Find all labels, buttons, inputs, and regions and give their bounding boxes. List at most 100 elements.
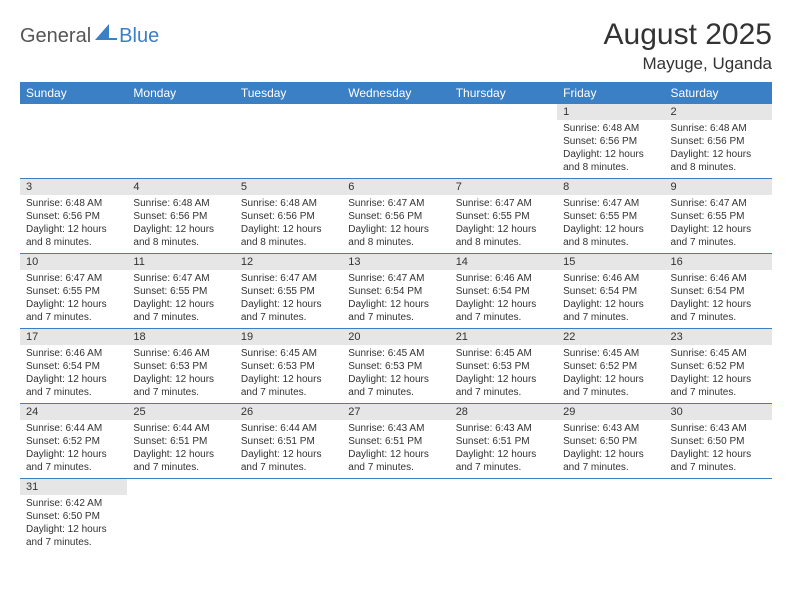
day-sunrise: Sunrise: 6:44 AM — [241, 422, 336, 435]
day-daylight2: and 7 minutes. — [671, 236, 766, 249]
calendar-cell: 31Sunrise: 6:42 AMSunset: 6:50 PMDayligh… — [20, 479, 127, 554]
weekday-header: Wednesday — [342, 82, 449, 104]
day-content: Sunrise: 6:47 AMSunset: 6:55 PMDaylight:… — [20, 270, 127, 328]
calendar-row: 1Sunrise: 6:48 AMSunset: 6:56 PMDaylight… — [20, 104, 772, 179]
day-sunset: Sunset: 6:51 PM — [348, 435, 443, 448]
day-daylight2: and 7 minutes. — [133, 461, 228, 474]
calendar-cell: 23Sunrise: 6:45 AMSunset: 6:52 PMDayligh… — [665, 329, 772, 404]
calendar-cell: 14Sunrise: 6:46 AMSunset: 6:54 PMDayligh… — [450, 254, 557, 329]
day-content: Sunrise: 6:45 AMSunset: 6:53 PMDaylight:… — [450, 345, 557, 403]
day-sunset: Sunset: 6:54 PM — [563, 285, 658, 298]
day-daylight2: and 7 minutes. — [26, 536, 121, 549]
day-content: Sunrise: 6:48 AMSunset: 6:56 PMDaylight:… — [127, 195, 234, 253]
day-daylight2: and 7 minutes. — [563, 386, 658, 399]
day-content: Sunrise: 6:48 AMSunset: 6:56 PMDaylight:… — [235, 195, 342, 253]
calendar-row: 17Sunrise: 6:46 AMSunset: 6:54 PMDayligh… — [20, 329, 772, 404]
day-number: 10 — [20, 254, 127, 270]
day-sunrise: Sunrise: 6:47 AM — [563, 197, 658, 210]
day-daylight1: Daylight: 12 hours — [671, 448, 766, 461]
day-sunset: Sunset: 6:53 PM — [241, 360, 336, 373]
calendar-cell: 22Sunrise: 6:45 AMSunset: 6:52 PMDayligh… — [557, 329, 664, 404]
day-daylight1: Daylight: 12 hours — [26, 523, 121, 536]
day-sunrise: Sunrise: 6:46 AM — [671, 272, 766, 285]
day-daylight1: Daylight: 12 hours — [133, 448, 228, 461]
day-number: 18 — [127, 329, 234, 345]
logo: General Blue — [20, 18, 159, 49]
day-sunrise: Sunrise: 6:46 AM — [456, 272, 551, 285]
weekday-header: Thursday — [450, 82, 557, 104]
calendar-cell: 5Sunrise: 6:48 AMSunset: 6:56 PMDaylight… — [235, 179, 342, 254]
day-sunrise: Sunrise: 6:45 AM — [456, 347, 551, 360]
day-daylight2: and 7 minutes. — [26, 461, 121, 474]
calendar-cell — [665, 479, 772, 554]
day-daylight2: and 7 minutes. — [671, 386, 766, 399]
day-daylight2: and 8 minutes. — [241, 236, 336, 249]
calendar-cell: 7Sunrise: 6:47 AMSunset: 6:55 PMDaylight… — [450, 179, 557, 254]
day-number: 13 — [342, 254, 449, 270]
weekday-header-row: Sunday Monday Tuesday Wednesday Thursday… — [20, 82, 772, 104]
calendar-table: Sunday Monday Tuesday Wednesday Thursday… — [20, 82, 772, 553]
weekday-header: Monday — [127, 82, 234, 104]
calendar-cell: 18Sunrise: 6:46 AMSunset: 6:53 PMDayligh… — [127, 329, 234, 404]
day-sunset: Sunset: 6:56 PM — [241, 210, 336, 223]
day-content: Sunrise: 6:46 AMSunset: 6:54 PMDaylight:… — [20, 345, 127, 403]
day-daylight1: Daylight: 12 hours — [456, 373, 551, 386]
day-sunset: Sunset: 6:56 PM — [133, 210, 228, 223]
day-sunrise: Sunrise: 6:44 AM — [26, 422, 121, 435]
calendar-cell: 17Sunrise: 6:46 AMSunset: 6:54 PMDayligh… — [20, 329, 127, 404]
day-content: Sunrise: 6:43 AMSunset: 6:50 PMDaylight:… — [665, 420, 772, 478]
day-number: 19 — [235, 329, 342, 345]
day-daylight1: Daylight: 12 hours — [671, 298, 766, 311]
day-number: 22 — [557, 329, 664, 345]
day-content: Sunrise: 6:46 AMSunset: 6:54 PMDaylight:… — [665, 270, 772, 328]
calendar-cell — [235, 104, 342, 179]
day-sunset: Sunset: 6:54 PM — [348, 285, 443, 298]
day-content: Sunrise: 6:44 AMSunset: 6:51 PMDaylight:… — [127, 420, 234, 478]
day-sunset: Sunset: 6:51 PM — [133, 435, 228, 448]
day-number: 7 — [450, 179, 557, 195]
calendar-cell — [342, 479, 449, 554]
header: General Blue August 2025 Mayuge, Uganda — [20, 18, 772, 74]
weekday-header: Tuesday — [235, 82, 342, 104]
day-sunrise: Sunrise: 6:47 AM — [133, 272, 228, 285]
day-daylight1: Daylight: 12 hours — [563, 223, 658, 236]
day-number: 17 — [20, 329, 127, 345]
day-sunrise: Sunrise: 6:42 AM — [26, 497, 121, 510]
day-number: 3 — [20, 179, 127, 195]
day-daylight1: Daylight: 12 hours — [671, 148, 766, 161]
calendar-body: 1Sunrise: 6:48 AMSunset: 6:56 PMDaylight… — [20, 104, 772, 553]
calendar-cell: 26Sunrise: 6:44 AMSunset: 6:51 PMDayligh… — [235, 404, 342, 479]
day-content: Sunrise: 6:43 AMSunset: 6:51 PMDaylight:… — [450, 420, 557, 478]
day-number: 23 — [665, 329, 772, 345]
calendar-cell — [127, 479, 234, 554]
day-daylight1: Daylight: 12 hours — [348, 223, 443, 236]
calendar-cell: 11Sunrise: 6:47 AMSunset: 6:55 PMDayligh… — [127, 254, 234, 329]
day-daylight2: and 7 minutes. — [348, 386, 443, 399]
day-daylight2: and 8 minutes. — [26, 236, 121, 249]
title-block: August 2025 Mayuge, Uganda — [604, 18, 772, 74]
day-sunrise: Sunrise: 6:45 AM — [241, 347, 336, 360]
calendar-cell: 12Sunrise: 6:47 AMSunset: 6:55 PMDayligh… — [235, 254, 342, 329]
calendar-cell — [450, 479, 557, 554]
day-sunset: Sunset: 6:53 PM — [133, 360, 228, 373]
calendar-cell: 3Sunrise: 6:48 AMSunset: 6:56 PMDaylight… — [20, 179, 127, 254]
calendar-cell — [557, 479, 664, 554]
day-daylight1: Daylight: 12 hours — [133, 298, 228, 311]
day-daylight2: and 7 minutes. — [348, 461, 443, 474]
calendar-cell: 24Sunrise: 6:44 AMSunset: 6:52 PMDayligh… — [20, 404, 127, 479]
calendar-cell: 19Sunrise: 6:45 AMSunset: 6:53 PMDayligh… — [235, 329, 342, 404]
calendar-cell: 28Sunrise: 6:43 AMSunset: 6:51 PMDayligh… — [450, 404, 557, 479]
day-content: Sunrise: 6:47 AMSunset: 6:55 PMDaylight:… — [235, 270, 342, 328]
day-content: Sunrise: 6:48 AMSunset: 6:56 PMDaylight:… — [557, 120, 664, 178]
day-sunset: Sunset: 6:51 PM — [456, 435, 551, 448]
day-daylight2: and 7 minutes. — [348, 311, 443, 324]
day-daylight1: Daylight: 12 hours — [563, 373, 658, 386]
day-number: 6 — [342, 179, 449, 195]
calendar-cell: 2Sunrise: 6:48 AMSunset: 6:56 PMDaylight… — [665, 104, 772, 179]
day-daylight1: Daylight: 12 hours — [456, 448, 551, 461]
day-daylight2: and 8 minutes. — [671, 161, 766, 174]
calendar-cell: 27Sunrise: 6:43 AMSunset: 6:51 PMDayligh… — [342, 404, 449, 479]
day-content: Sunrise: 6:43 AMSunset: 6:51 PMDaylight:… — [342, 420, 449, 478]
day-daylight1: Daylight: 12 hours — [26, 373, 121, 386]
day-sunrise: Sunrise: 6:45 AM — [563, 347, 658, 360]
